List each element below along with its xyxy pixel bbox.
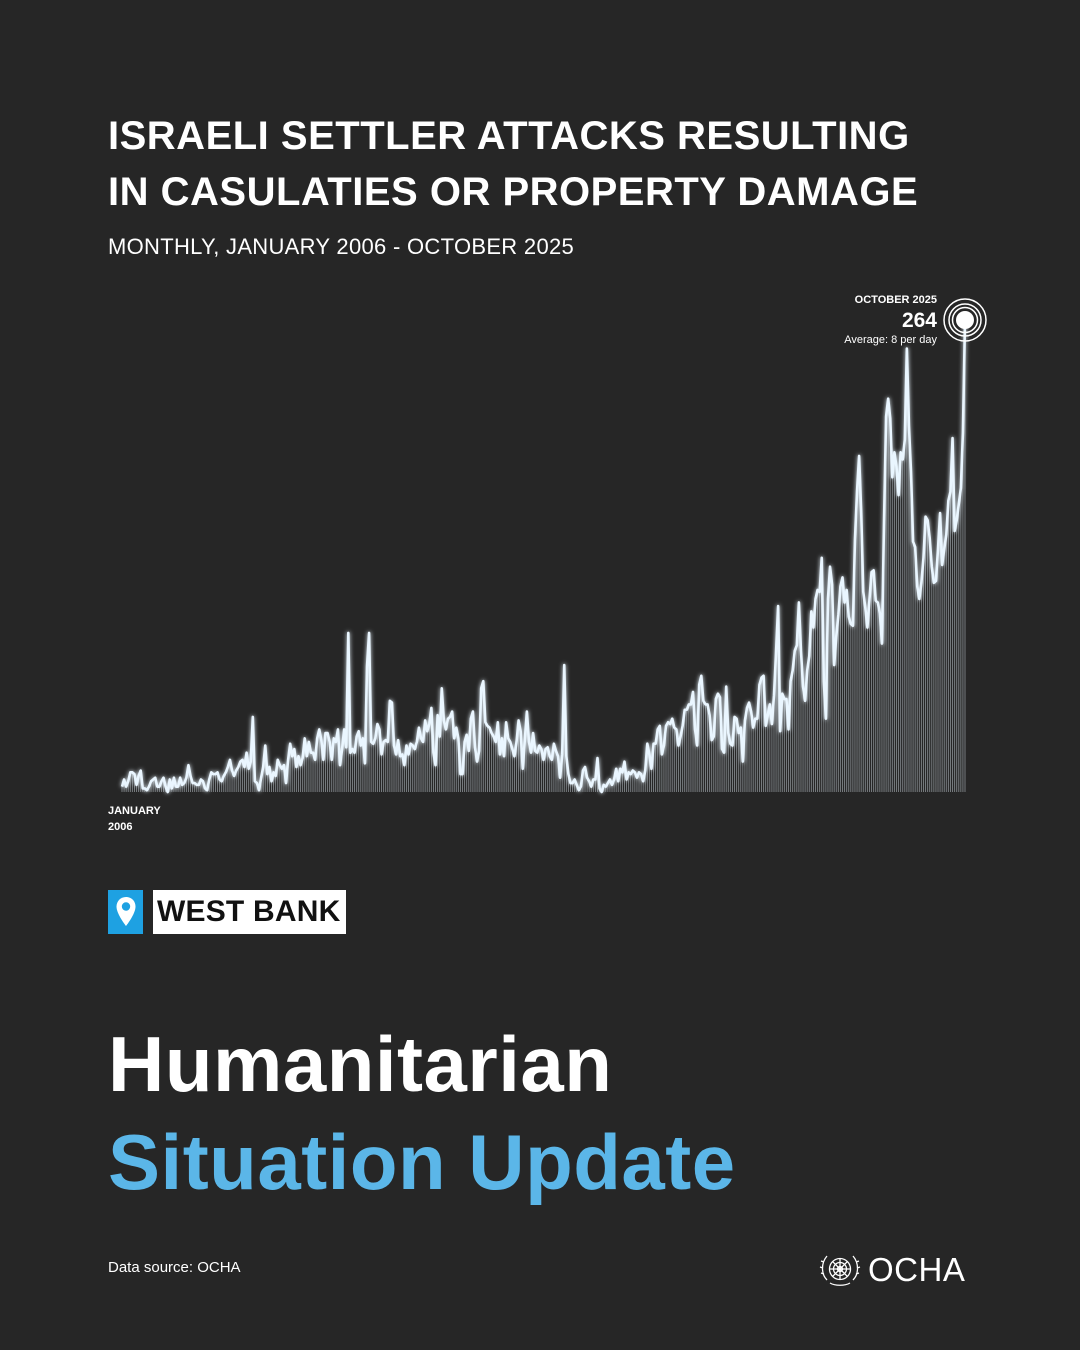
org-name: OCHA: [868, 1251, 966, 1288]
headline: Humanitarian Situation Update: [108, 1015, 736, 1211]
location-badge: WEST BANK: [108, 890, 347, 934]
chart-title-line-1: ISRAELI SETTLER ATTACKS RESULTING: [108, 114, 910, 158]
x-start-month-label: JANUARY: [108, 805, 161, 817]
peak-marker: [943, 298, 987, 342]
data-source-note: Data source: OCHA: [108, 1259, 241, 1276]
chart-title-line-2: IN CASULATIES OR PROPERTY DAMAGE: [108, 170, 919, 214]
location-label: WEST BANK: [153, 890, 347, 934]
peak-ring-outer: [943, 298, 987, 342]
peak-ring-middle: [948, 303, 982, 337]
highlight-annotation: OCTOBER 2025 264 Average: 8 per day: [844, 294, 937, 346]
line-chart: JANUARY 2006 OCTOBER 2025 264 Average: 8…: [108, 294, 987, 833]
x-start-label: JANUARY 2006: [108, 805, 161, 833]
peak-ring-inner: [951, 306, 979, 334]
chart-title: ISRAELI SETTLER ATTACKS RESULTING IN CAS…: [108, 108, 988, 220]
map-pin-icon: [108, 890, 143, 934]
highlight-value-label: 264: [902, 309, 937, 332]
org-logo: OCHA: [818, 1248, 965, 1292]
un-emblem-icon: [819, 1255, 861, 1286]
value-stems: [121, 320, 966, 792]
headline-line-2: Situation Update: [108, 1118, 736, 1206]
headline-line-1: Humanitarian: [108, 1020, 613, 1108]
series-line: [120, 319, 967, 794]
highlight-date-label: OCTOBER 2025: [855, 294, 937, 306]
peak-dot: [956, 311, 974, 329]
chart-subtitle: MONTHLY, JANUARY 2006 - OCTOBER 2025: [108, 234, 575, 259]
x-start-year-label: 2006: [108, 821, 132, 833]
highlight-note-label: Average: 8 per day: [844, 334, 937, 346]
